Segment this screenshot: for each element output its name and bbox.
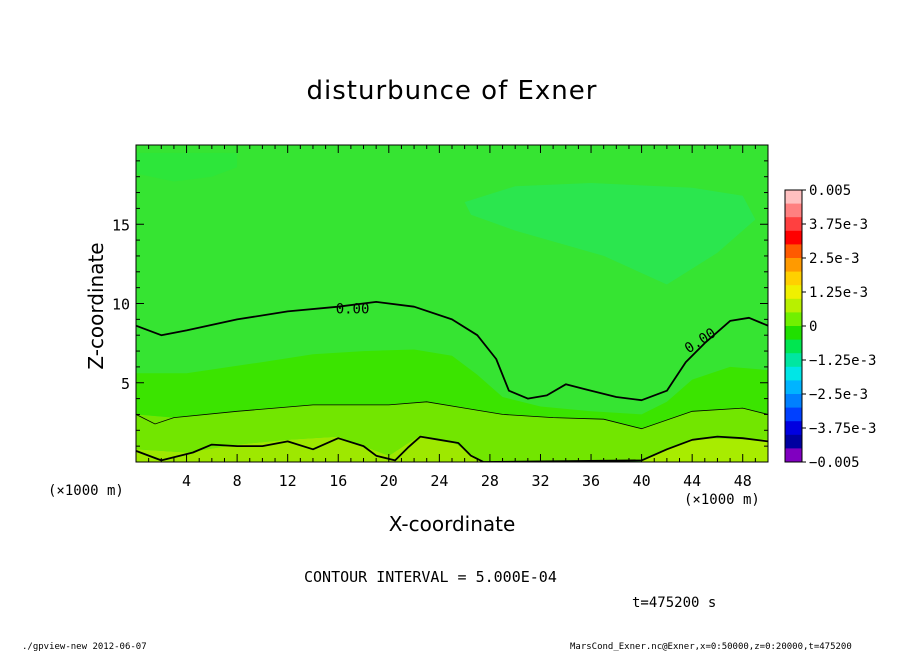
colorbar-segment-5 xyxy=(785,244,802,259)
field-region-6 xyxy=(464,183,756,285)
chart-title: disturbunce of Exner xyxy=(306,76,598,106)
colorbar-segment-18 xyxy=(785,421,802,436)
colorbar-segment-14 xyxy=(785,366,802,381)
colorbar-label: −3.75e-3 xyxy=(809,421,876,437)
x-unit-label-right: (×1000 m) xyxy=(684,492,760,508)
contour-label-zero-1: 0.00 xyxy=(336,301,370,317)
colorbar-segment-17 xyxy=(785,407,802,422)
colorbar-label: 0 xyxy=(809,319,817,335)
y-tick-label-10: 10 xyxy=(112,296,130,314)
x-tick-label-48: 48 xyxy=(734,472,752,490)
colorbar-segment-7 xyxy=(785,271,802,286)
colorbar-label: 2.5e-3 xyxy=(809,251,860,267)
x-tick-label-40: 40 xyxy=(633,472,651,490)
y-tick-label-5: 5 xyxy=(121,375,130,393)
field-layer: 0.000.00 xyxy=(136,152,768,462)
footer-left-text: ./gpview-new 2012-06-07 xyxy=(22,642,147,652)
x-axis-label-text: X-coordinate xyxy=(388,512,516,536)
x-tick-label-20: 20 xyxy=(380,472,398,490)
x-unit-label-left: (×1000 m) xyxy=(48,483,124,499)
colorbar-segment-12 xyxy=(785,339,802,354)
colorbar-label: −1.25e-3 xyxy=(809,353,876,369)
field-region-2 xyxy=(641,436,768,462)
colorbar-segment-3 xyxy=(785,217,802,232)
colorbar-segment-9 xyxy=(785,298,802,313)
colorbar-label: −2.5e-3 xyxy=(809,387,868,403)
colorbar-segment-2 xyxy=(785,203,802,218)
field-region-5 xyxy=(136,152,238,182)
colorbar-segment-15 xyxy=(785,380,802,395)
colorbar-label: −0.005 xyxy=(809,455,860,471)
footer-right-text: MarsCond_Exner.nc@Exner,x=0:50000,z=0:20… xyxy=(570,642,852,652)
colorbar-segment-11 xyxy=(785,326,802,341)
y-tick-label-15: 15 xyxy=(112,216,130,234)
colorbar-segment-6 xyxy=(785,258,802,273)
colorbar-segment-13 xyxy=(785,353,802,368)
x-tick-label-4: 4 xyxy=(182,472,191,490)
colorbar-segment-1 xyxy=(785,190,802,205)
x-tick-label-16: 16 xyxy=(329,472,347,490)
x-tick-label-32: 32 xyxy=(531,472,549,490)
x-tick-label-44: 44 xyxy=(683,472,701,490)
field-region-4 xyxy=(136,349,768,429)
contour-line-thin xyxy=(136,401,768,430)
colorbar-label: 1.25e-3 xyxy=(809,285,868,301)
colorbar-segment-8 xyxy=(785,285,802,300)
colorbar-label: 3.75e-3 xyxy=(809,217,868,233)
x-tick-label-28: 28 xyxy=(481,472,499,490)
x-tick-label-36: 36 xyxy=(582,472,600,490)
colorbar-segment-16 xyxy=(785,394,802,409)
zero-contour-upper xyxy=(136,300,768,402)
x-tick-label-12: 12 xyxy=(279,472,297,490)
contour-interval-text: CONTOUR INTERVAL = 5.000E-04 xyxy=(304,568,557,586)
colorbar-segment-10 xyxy=(785,312,802,327)
colorbar-segment-19 xyxy=(785,434,802,449)
x-axis-label: X-coordinate xyxy=(0,512,904,536)
zero-contour-lower xyxy=(136,435,768,462)
time-stamp: t=475200 s xyxy=(632,595,717,611)
field-region-3 xyxy=(136,401,768,462)
colorbar-segment-20 xyxy=(785,448,802,463)
colorbar-segment-4 xyxy=(785,230,802,245)
x-tick-label-24: 24 xyxy=(430,472,448,490)
colorbar-label: 0.005 xyxy=(809,183,851,199)
x-tick-label-8: 8 xyxy=(233,472,242,490)
